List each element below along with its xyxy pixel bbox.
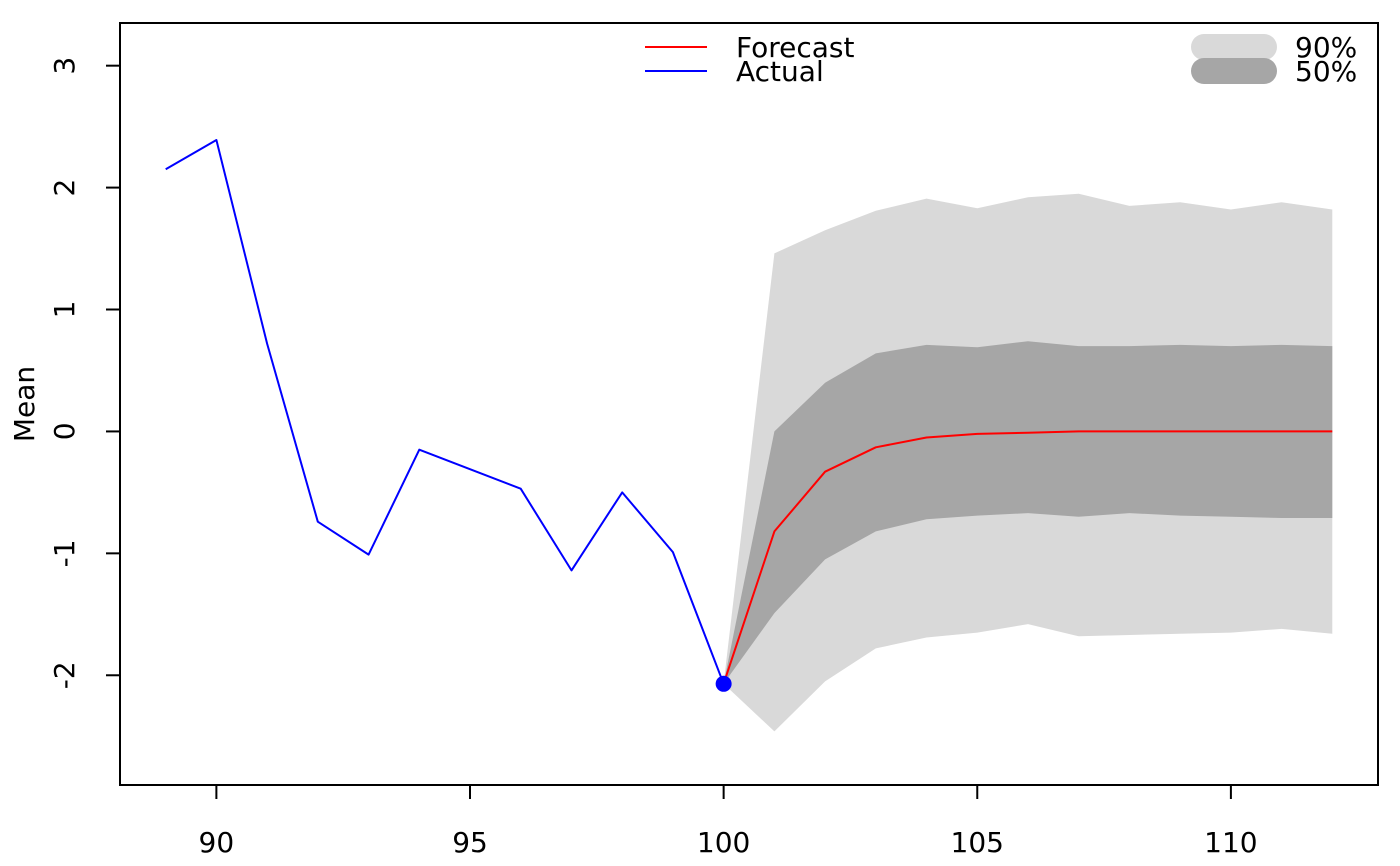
x-tick-label: 110 xyxy=(1204,826,1257,859)
legend-label-90: 90% xyxy=(1295,31,1357,64)
x-tick-label: 90 xyxy=(199,826,235,859)
line-actual xyxy=(165,139,725,685)
y-tick-label: 0 xyxy=(48,422,81,440)
x-tick-label: 95 xyxy=(452,826,488,859)
forecast-origin-marker-layer xyxy=(715,675,732,692)
interval-bands xyxy=(723,193,1333,732)
y-tick-label: -2 xyxy=(48,661,81,689)
line-forecast xyxy=(722,430,1333,685)
y-tick-label: 1 xyxy=(48,301,81,319)
legend-label-50: 50% xyxy=(1295,55,1357,88)
legend-label-forecast: Forecast xyxy=(736,31,855,64)
y-tick-label: -1 xyxy=(48,539,81,567)
band-50 xyxy=(723,341,1333,684)
y-tick-label: 2 xyxy=(48,179,81,197)
x-axis: 90 95 100 105 110 xyxy=(199,784,1258,859)
forecast-origin-point xyxy=(715,675,732,692)
legend-label-actual: Actual xyxy=(736,55,824,88)
y-axis: -2 -1 0 1 2 3 xyxy=(48,57,121,689)
legend-intervals: 90%50% xyxy=(1191,31,1357,88)
x-tick-label: 105 xyxy=(951,826,1004,859)
x-tick-label: 100 xyxy=(697,826,750,859)
y-tick-label: 3 xyxy=(48,57,81,75)
series-lines xyxy=(165,139,1333,685)
y-axis-title: Mean xyxy=(8,366,41,442)
